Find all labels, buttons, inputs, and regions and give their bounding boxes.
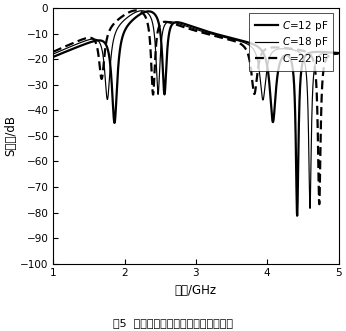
- $C$=12 pF: [336, 51, 340, 55]
- $C$=22 pF: [336, 52, 340, 56]
- $C$=18 pF: [154, 68, 158, 71]
- Y-axis label: S参数/dB: S参数/dB: [4, 116, 17, 156]
- $C$=18 pF: [51, 52, 55, 56]
- $C$=12 pF: [154, 15, 158, 19]
- $C$=22 pF: [154, 38, 158, 42]
- $C$=12 pF: [65, 49, 70, 53]
- $C$=22 pF: [263, 48, 267, 52]
- $C$=12 pF: [146, 9, 151, 13]
- $C$=22 pF: [51, 50, 55, 54]
- Line: $C$=12 pF: $C$=12 pF: [53, 11, 338, 216]
- X-axis label: 频率/GHz: 频率/GHz: [175, 284, 217, 297]
- $C$=18 pF: [140, 9, 144, 13]
- $C$=22 pF: [233, 39, 237, 43]
- Text: 图5  不同的接地电容对散射参数的影响: 图5 不同的接地电容对散射参数的影响: [113, 318, 233, 328]
- $C$=22 pF: [65, 43, 70, 47]
- $C$=12 pF: [220, 34, 224, 38]
- $C$=22 pF: [317, 202, 321, 206]
- $C$=12 pF: [233, 37, 237, 41]
- $C$=18 pF: [220, 35, 224, 39]
- $C$=12 pF: [51, 55, 55, 59]
- $C$=18 pF: [65, 46, 70, 50]
- $C$=18 pF: [308, 206, 312, 210]
- $C$=12 pF: [263, 54, 267, 58]
- $C$=12 pF: [295, 214, 299, 218]
- $C$=18 pF: [278, 47, 282, 51]
- $C$=18 pF: [263, 86, 267, 90]
- Line: $C$=18 pF: $C$=18 pF: [53, 11, 338, 208]
- $C$=18 pF: [336, 51, 340, 55]
- $C$=22 pF: [220, 36, 224, 40]
- $C$=18 pF: [233, 38, 237, 42]
- Line: $C$=22 pF: $C$=22 pF: [53, 10, 338, 204]
- $C$=22 pF: [134, 8, 138, 12]
- $C$=12 pF: [278, 61, 282, 65]
- Legend: $C$=12 pF, $C$=18 pF, $C$=22 pF: $C$=12 pF, $C$=18 pF, $C$=22 pF: [249, 13, 333, 71]
- $C$=22 pF: [278, 46, 282, 50]
